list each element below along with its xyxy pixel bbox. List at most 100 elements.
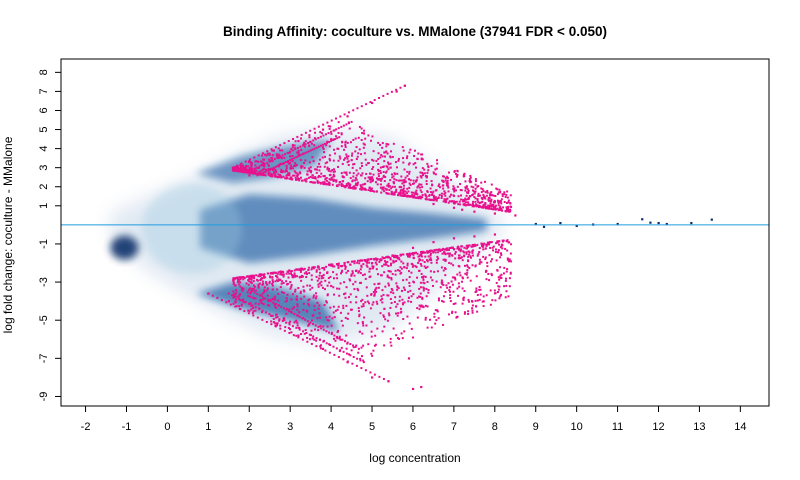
data-point: [369, 101, 372, 104]
data-point: [454, 252, 457, 255]
data-point: [393, 172, 396, 175]
data-point: [303, 178, 306, 181]
data-point: [366, 261, 369, 264]
data-point: [296, 305, 299, 308]
data-point: [426, 198, 429, 201]
data-point: [334, 135, 337, 138]
data-point: [423, 172, 426, 175]
data-point: [379, 312, 382, 315]
data-point: [478, 250, 481, 253]
data-point: [395, 188, 398, 191]
data-point: [392, 259, 395, 262]
data-point: [384, 318, 387, 321]
data-point: [283, 317, 286, 320]
data-point: [387, 143, 390, 146]
data-point: [375, 286, 378, 289]
data-point: [379, 258, 382, 261]
data-point: [398, 269, 401, 272]
density-upper-lobe: [196, 139, 332, 183]
data-point: [248, 167, 251, 170]
data-point: [313, 266, 316, 269]
data-point: [365, 103, 368, 106]
data-point: [497, 191, 500, 194]
x-tick-label: 13: [693, 421, 705, 433]
data-point: [317, 145, 320, 148]
data-point: [349, 177, 352, 180]
data-point: [396, 286, 399, 289]
data-point: [321, 286, 324, 289]
data-point: [421, 196, 424, 199]
data-point: [421, 186, 424, 189]
data-point: [328, 351, 331, 354]
data-point: [258, 165, 261, 168]
data-point: [315, 345, 318, 348]
data-point: [478, 201, 481, 204]
data-point: [460, 189, 463, 192]
data-point: [236, 167, 239, 170]
data-point: [506, 257, 509, 260]
data-point: [436, 310, 439, 313]
data-point: [341, 141, 344, 144]
data-point: [379, 172, 382, 175]
data-point: [337, 329, 340, 332]
data-point: [466, 269, 469, 272]
data-point: [372, 179, 375, 182]
data-point: [245, 169, 248, 172]
data-point: [575, 224, 578, 228]
data-point: [380, 154, 383, 157]
data-point: [253, 297, 256, 300]
data-point: [419, 171, 422, 174]
data-point: [423, 168, 426, 171]
data-point: [288, 151, 291, 154]
data-point: [369, 181, 372, 184]
y-tick-label: -1: [38, 239, 50, 249]
data-point: [471, 254, 474, 257]
data-point: [338, 181, 341, 184]
data-point: [232, 279, 235, 282]
data-point: [369, 172, 372, 175]
data-point: [248, 169, 251, 172]
data-point: [291, 149, 294, 152]
data-point: [415, 192, 418, 195]
data-point: [413, 154, 416, 157]
data-point: [300, 297, 303, 300]
data-point: [326, 168, 329, 171]
data-point: [503, 191, 506, 194]
data-point: [471, 249, 474, 252]
data-point: [480, 243, 483, 246]
data-point: [320, 280, 323, 283]
data-point: [352, 163, 355, 166]
data-point: [315, 171, 318, 174]
data-point: [416, 176, 419, 179]
data-point: [399, 307, 402, 310]
data-point: [351, 362, 354, 365]
data-point: [406, 187, 409, 190]
data-point: [232, 168, 235, 171]
data-point: [328, 178, 331, 181]
data-point: [297, 336, 300, 339]
data-point: [500, 273, 503, 276]
data-point: [254, 164, 257, 167]
data-point: [444, 177, 447, 180]
data-point: [275, 313, 278, 316]
data-point: [256, 174, 259, 177]
data-point: [340, 319, 343, 322]
data-point: [266, 161, 269, 164]
data-point: [329, 125, 332, 128]
data-point: [392, 261, 395, 264]
data-point: [360, 188, 363, 191]
data-point: [316, 279, 319, 282]
data-point: [311, 174, 314, 177]
data-point: [476, 243, 479, 246]
data-point: [271, 175, 274, 178]
data-point: [323, 165, 326, 168]
data-point: [289, 176, 292, 179]
data-point: [275, 171, 278, 174]
data-point: [252, 288, 255, 291]
data-point: [333, 353, 336, 356]
data-point: [458, 200, 461, 203]
data-point: [415, 189, 418, 192]
data-point: [344, 186, 347, 189]
data-point: [444, 290, 447, 293]
data-point: [234, 295, 237, 298]
